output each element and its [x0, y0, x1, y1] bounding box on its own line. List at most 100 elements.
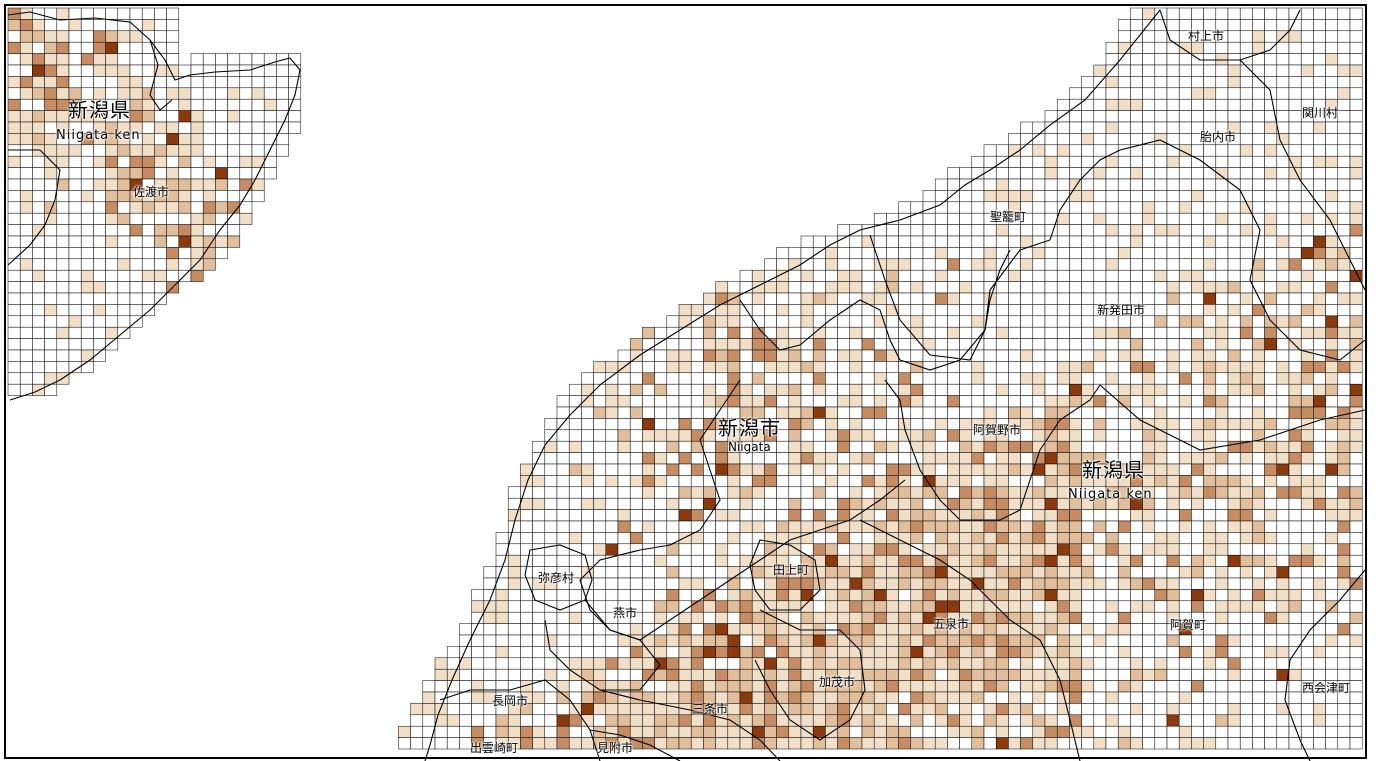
mesh-cell — [812, 258, 826, 271]
mesh-cell — [1337, 110, 1351, 123]
mesh-cell — [1154, 691, 1168, 704]
mesh-cell — [507, 623, 521, 636]
mesh-cell — [276, 87, 289, 100]
mesh-cell — [7, 304, 21, 317]
mesh-cell — [873, 657, 887, 670]
mesh-cell — [727, 315, 741, 328]
label-izumozaki-town: 出雲崎町 — [470, 741, 519, 755]
mesh-cell — [1093, 361, 1107, 374]
mesh-cell — [1191, 178, 1204, 191]
mesh-cell — [1191, 532, 1204, 545]
mesh-cell — [1142, 532, 1156, 545]
mesh-cell — [727, 395, 741, 408]
mesh-cell — [605, 497, 619, 510]
mesh-cell — [837, 589, 851, 602]
mesh-cell — [800, 418, 814, 431]
mesh-cell — [849, 634, 863, 647]
mesh-cell — [764, 577, 777, 590]
mesh-cell — [800, 634, 814, 647]
mesh-cell — [886, 395, 899, 408]
mesh-cell — [898, 543, 912, 556]
mesh-cell — [1069, 520, 1082, 533]
mesh-cell — [32, 64, 45, 77]
mesh-cell — [1349, 463, 1363, 476]
mesh-cell — [898, 577, 912, 590]
mesh-cell — [1044, 383, 1058, 396]
mesh-cell — [1044, 725, 1058, 738]
nishiaizu-boundary — [1284, 569, 1366, 761]
mesh-cell — [703, 543, 716, 556]
mesh-cell — [190, 87, 204, 100]
mesh-cell — [898, 725, 912, 738]
mesh-cell — [1032, 680, 1046, 693]
mesh-cell — [56, 30, 70, 43]
mesh-cell — [751, 714, 765, 727]
mesh-cell — [995, 395, 1009, 408]
mesh-cell — [19, 281, 33, 294]
mesh-cell — [1081, 418, 1095, 431]
mesh-cell — [1044, 634, 1058, 647]
mesh-cell — [1288, 532, 1302, 545]
mesh-cell — [1117, 714, 1131, 727]
mesh-cell — [471, 725, 485, 738]
mesh-cell — [1313, 133, 1326, 146]
mesh-cell — [971, 725, 985, 738]
mesh-cell — [959, 486, 973, 499]
mesh-cell — [19, 247, 33, 260]
mesh-cell — [1117, 429, 1131, 442]
mesh-cell — [825, 600, 838, 613]
mesh-cell — [129, 212, 143, 225]
mesh-cell — [849, 611, 863, 624]
mesh-cell — [1117, 395, 1131, 408]
mesh-cell — [1215, 406, 1229, 419]
mesh-cell — [995, 680, 1009, 693]
mesh-cell — [837, 691, 851, 704]
mesh-cell — [1203, 452, 1217, 465]
mesh-cell — [1105, 543, 1119, 556]
mesh-cell — [666, 623, 680, 636]
mesh-cell — [873, 611, 887, 624]
mesh-cell — [44, 281, 58, 294]
mesh-cell — [1117, 725, 1131, 738]
mesh-cell — [19, 178, 33, 191]
mesh-cell — [93, 326, 106, 339]
mesh-cell — [678, 383, 692, 396]
mesh-cell — [1288, 372, 1302, 385]
mesh-cell — [1105, 87, 1119, 100]
mesh-cell — [971, 634, 985, 647]
mesh-cell — [776, 486, 790, 499]
mesh-cell — [1044, 554, 1058, 567]
mesh-cell — [1349, 440, 1363, 453]
mesh-cell — [556, 440, 570, 453]
mesh-cell — [1178, 657, 1192, 670]
mesh-cell — [80, 41, 94, 54]
mesh-cell — [666, 668, 680, 681]
mesh-cell — [1325, 611, 1339, 624]
mesh-cell — [1288, 258, 1302, 271]
mesh-cell — [1130, 714, 1143, 727]
mesh-cell — [1154, 178, 1168, 191]
mesh-cell — [1337, 87, 1351, 100]
mesh-cell — [1203, 247, 1217, 260]
mesh-cell — [739, 577, 753, 590]
mesh-cell — [1349, 577, 1363, 590]
mesh-cell — [1337, 611, 1351, 624]
mesh-cell — [629, 509, 643, 522]
mesh-cell — [1203, 577, 1217, 590]
mesh-cell — [434, 703, 448, 716]
mesh-cell — [764, 258, 777, 271]
mesh-cell — [959, 680, 973, 693]
mesh-cell — [1288, 212, 1302, 225]
mesh-cell — [690, 406, 704, 419]
mesh-cell — [581, 703, 594, 716]
mesh-cell — [910, 737, 924, 750]
mesh-cell — [1191, 497, 1204, 510]
mesh-cell — [1300, 429, 1314, 442]
mesh-cell — [971, 691, 985, 704]
mesh-cell — [1349, 53, 1363, 66]
mesh-cell — [605, 440, 619, 453]
niigata-city-boundary — [739, 249, 1011, 371]
mesh-cell — [751, 383, 765, 396]
mesh-cell — [1215, 486, 1229, 499]
